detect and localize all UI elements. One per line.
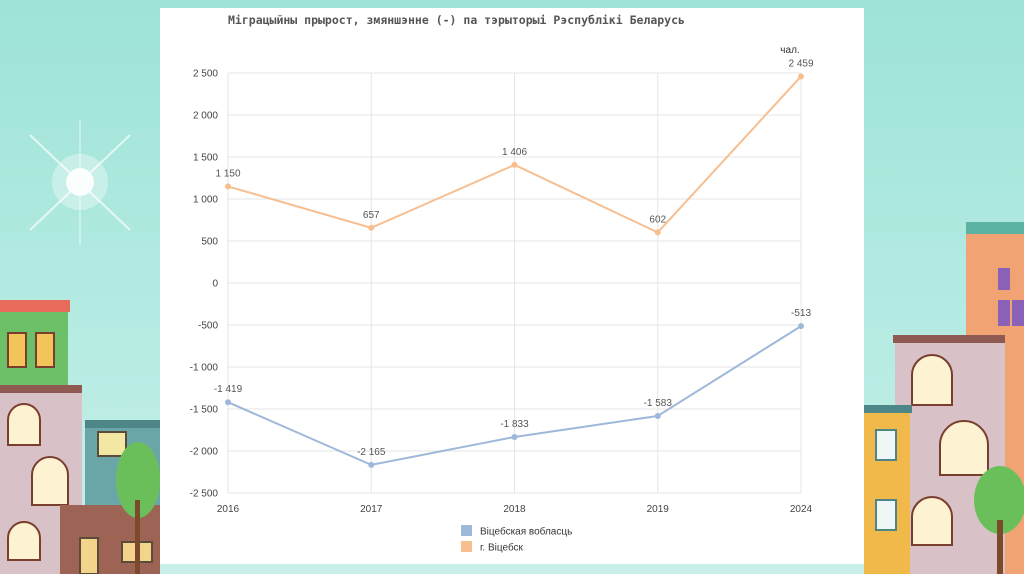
series-0: -1 419 -2 165 -1 833 -1 583 -513 <box>214 308 811 468</box>
data-point[interactable] <box>798 323 804 330</box>
data-point[interactable] <box>654 229 661 236</box>
chart-panel: Міграцыйны прырост, змяншэнне (-) па тэр… <box>160 8 864 564</box>
right-buildings-illustration <box>862 222 1024 574</box>
x-tick-label: 2016 <box>217 504 240 515</box>
series-1: 1 150 657 1 406 602 2 459 <box>215 58 814 236</box>
data-label: 602 <box>649 214 666 225</box>
x-axis-ticks: 2016 2017 2018 2019 2024 <box>217 504 813 515</box>
x-tick-label: 2018 <box>503 504 526 515</box>
x-tick-label: 2019 <box>647 504 670 515</box>
data-point[interactable] <box>225 399 231 406</box>
legend-swatch <box>461 525 472 536</box>
data-point[interactable] <box>225 183 231 190</box>
data-label: -1 419 <box>214 384 243 395</box>
y-axis-ticks: 2 500 2 000 1 500 1 000 500 0 -500 -1 000 -1 500… <box>190 69 219 500</box>
line-chart: Міграцыйны прырост, змяншэнне (-) па тэр… <box>190 13 814 554</box>
y-tick-label: 1 500 <box>193 153 218 164</box>
unit-label: чал. <box>780 45 799 56</box>
chart-title: Міграцыйны прырост, змяншэнне (-) па тэр… <box>228 13 685 27</box>
data-label: 1 150 <box>215 168 240 179</box>
data-point[interactable] <box>368 224 375 231</box>
legend-label: г. Віцебск <box>480 542 524 554</box>
data-point[interactable] <box>798 73 804 80</box>
legend-item[interactable]: Віцебская вобласць <box>461 525 572 538</box>
y-tick-label: 2 000 <box>193 111 218 122</box>
legend-label: Віцебская вобласць <box>480 526 572 538</box>
sun-icon <box>29 120 131 245</box>
data-point[interactable] <box>511 433 518 440</box>
legend-item[interactable]: г. Віцебск <box>461 541 524 554</box>
chart-grid <box>227 72 802 494</box>
data-label: -513 <box>791 308 811 319</box>
y-tick-label: -500 <box>198 321 218 332</box>
y-tick-label: 0 <box>212 279 218 290</box>
chart-legend: Віцебская вобласць г. Віцебск <box>461 525 572 554</box>
y-tick-label: -1 000 <box>190 363 219 374</box>
data-label: -2 165 <box>357 447 386 458</box>
data-point[interactable] <box>368 461 375 468</box>
y-tick-label: -2 000 <box>190 447 219 458</box>
data-label: 657 <box>363 210 380 221</box>
y-tick-label: -1 500 <box>190 405 219 416</box>
data-label: -1 583 <box>644 398 673 409</box>
series-layer: -1 419 -2 165 -1 833 -1 583 -513 1 150 657 1 40… <box>214 58 814 468</box>
y-tick-label: 1 000 <box>193 195 218 206</box>
data-point[interactable] <box>654 412 661 419</box>
x-tick-label: 2024 <box>790 504 813 515</box>
data-label: 1 406 <box>502 147 527 158</box>
y-tick-label: 2 500 <box>193 69 218 80</box>
left-buildings-illustration <box>0 300 160 574</box>
data-point[interactable] <box>511 161 518 168</box>
data-label: -1 833 <box>500 419 529 430</box>
data-label: 2 459 <box>788 58 813 69</box>
legend-swatch <box>461 541 472 552</box>
x-tick-label: 2017 <box>360 504 383 515</box>
y-tick-label: 500 <box>201 237 218 248</box>
y-tick-label: -2 500 <box>190 489 219 500</box>
